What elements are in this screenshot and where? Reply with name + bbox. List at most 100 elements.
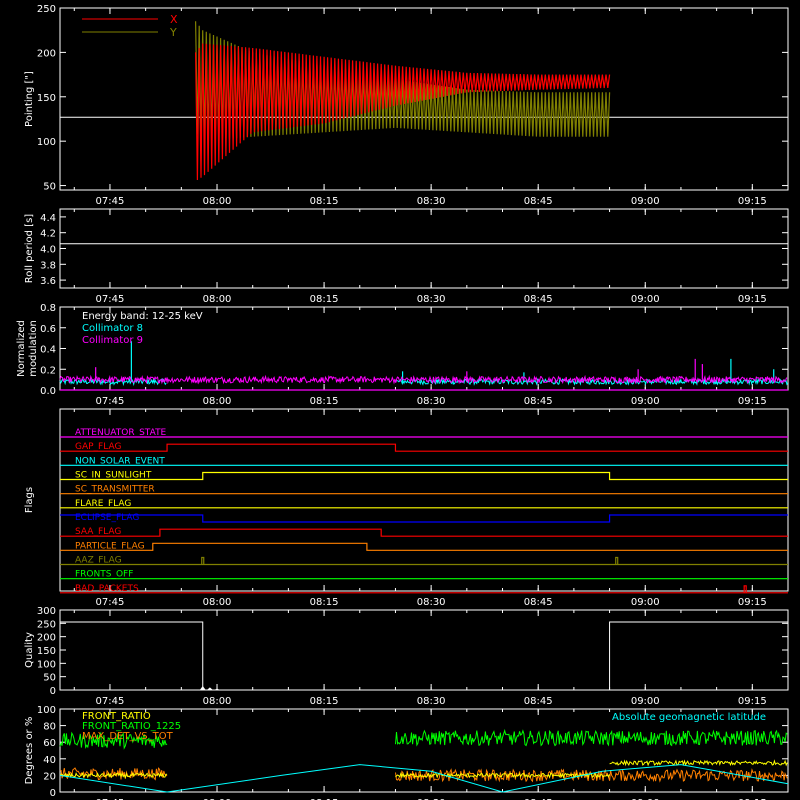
y-tick-label: 4.2 <box>40 229 56 240</box>
y-axis-label: modulation <box>28 320 39 377</box>
flag-label-aaz-flag: AAZ_FLAG <box>75 556 122 566</box>
panel-ratios: 07:45 08:00 08:15 08:30 08:45 09:00 09:15 0 20 40… <box>24 705 789 800</box>
panel-frame <box>59 408 789 592</box>
flag-label-particle-flag: PARTICLE_FLAG <box>75 541 145 551</box>
x-tick-label: 08:00 <box>203 396 232 407</box>
x-tick-label: 07:45 <box>96 396 125 407</box>
y-tick-label: 250 <box>37 619 56 630</box>
quality-line <box>60 621 788 691</box>
y-tick-label: 0.8 <box>40 303 56 314</box>
x-tick-label: 07:45 <box>96 798 125 800</box>
x-tick-label: 09:00 <box>631 196 660 207</box>
y-tick-label: 0.6 <box>40 324 56 335</box>
flag-label-non-solar-event: NON_SOLAR_EVENT <box>75 456 165 466</box>
legend-label-ratio: FRONT_RATIO_1225 <box>82 721 181 732</box>
panel-roll: 07:45 08:00 08:15 08:30 08:45 09:00 09:15 3.6 3.… <box>24 208 789 305</box>
y-tick-label: 0.0 <box>40 386 56 397</box>
flag-blip <box>743 585 747 593</box>
flag-label-sc-transmitter: SC_TRANSMITTER <box>75 485 155 495</box>
y-tick-label: 100 <box>37 705 56 716</box>
y-tick-label: 0.4 <box>40 345 56 356</box>
legend-label-ratio: FRONT_RATIO <box>82 711 151 722</box>
y-tick-label: 150 <box>37 646 56 657</box>
ratio-series-front-ratio-1225 <box>59 728 788 750</box>
flag-label-saa-flag: SAA_FLAG <box>75 527 121 537</box>
x-tick-label: 07:45 <box>96 597 125 608</box>
x-tick-label: 09:15 <box>738 396 767 407</box>
x-tick-label: 09:15 <box>738 196 767 207</box>
flag-label-bad-packets: BAD_PACKETS <box>75 584 139 594</box>
x-tick-label: 08:30 <box>417 798 446 800</box>
x-tick-label: 08:45 <box>524 396 553 407</box>
y-tick-label: 0.2 <box>40 365 56 376</box>
panel-modulation: 07:45 08:00 08:15 08:30 08:45 09:00 09:15 0.0 0.… <box>16 303 789 407</box>
x-tick-label: 08:45 <box>524 798 553 800</box>
x-tick-label: 08:30 <box>417 396 446 407</box>
flag-label-sc-in-sunlight: SC_IN_SUNLIGHT <box>75 471 152 481</box>
x-tick-label: 08:00 <box>203 798 232 800</box>
quality-blip <box>199 686 206 690</box>
x-tick-label: 08:30 <box>417 294 446 305</box>
x-tick-label: 09:15 <box>738 294 767 305</box>
quality-blip <box>206 687 213 690</box>
x-tick-label: 08:00 <box>203 294 232 305</box>
y-axis-label: Roll period [s] <box>24 214 35 283</box>
y-axis-label: Pointing ["] <box>24 71 35 127</box>
quality-blip <box>214 688 221 690</box>
x-tick-label: 08:15 <box>310 798 339 800</box>
y-axis-label: Flags <box>24 487 35 513</box>
y-tick-label: 4.0 <box>40 245 56 256</box>
x-tick-label: 07:45 <box>96 196 125 207</box>
x-tick-label: 09:15 <box>738 696 767 707</box>
legend-label-ratio: MAX_DET_VS_TOT <box>82 731 174 742</box>
x-tick-label: 08:45 <box>524 696 553 707</box>
x-tick-label: 09:00 <box>631 597 660 608</box>
x-tick-label: 07:45 <box>96 696 125 707</box>
y-axis-label: Degrees or % <box>24 717 35 785</box>
panel-quality: 07:45 08:00 08:15 08:30 08:45 09:00 09:15 0 50 10… <box>24 606 789 707</box>
x-tick-label: 09:15 <box>738 597 767 608</box>
flag-label-flare-flag: FLARE_FLAG <box>75 499 131 509</box>
x-tick-label: 08:00 <box>203 597 232 608</box>
y-tick-label: 0 <box>50 788 56 799</box>
flag-line-saa-flag <box>60 528 788 537</box>
flag-label-eclipse-flag: ECLIPSE_FLAG <box>75 513 139 523</box>
y-tick-label: 4.4 <box>40 213 56 224</box>
y-tick-label: 200 <box>37 633 56 644</box>
y-tick-label: 300 <box>37 606 56 617</box>
legend-label-collimator: Collimator 9 <box>82 335 143 346</box>
y-tick-label: 20 <box>43 771 56 782</box>
y-tick-label: 60 <box>43 738 56 749</box>
y-axis-label: Normalized <box>16 320 27 377</box>
series-x-line <box>195 43 611 181</box>
x-tick-label: 08:15 <box>310 294 339 305</box>
panel-flags: 07:45 08:00 08:15 08:30 08:45 09:00 09:15 Flags… <box>24 408 789 608</box>
y-tick-label: 150 <box>37 93 56 104</box>
x-tick-label: 08:45 <box>524 196 553 207</box>
legend-label-geomagnetic: Absolute geomagnetic latitude <box>612 712 766 723</box>
ratio-series-front-ratio <box>59 759 788 779</box>
flag-blip <box>201 556 205 565</box>
x-tick-label: 07:45 <box>96 294 125 305</box>
flag-label-attenuator-state: ATTENUATOR_STATE <box>75 428 167 438</box>
flag-label-gap-flag: GAP_FLAG <box>75 442 121 452</box>
y-tick-label: 50 <box>43 673 56 684</box>
x-tick-label: 09:00 <box>631 798 660 800</box>
y-tick-label: 200 <box>37 48 56 59</box>
flag-line-sc-in-sunlight <box>60 471 788 481</box>
x-tick-label: 09:00 <box>631 396 660 407</box>
x-tick-label: 08:30 <box>417 196 446 207</box>
geomagnetic-latitude-curve <box>59 764 789 793</box>
y-tick-label: 50 <box>43 182 56 193</box>
x-tick-label: 09:00 <box>631 696 660 707</box>
flag-line-particle-flag <box>60 542 788 551</box>
y-axis-label: Quality <box>24 632 35 668</box>
x-tick-label: 08:00 <box>203 196 232 207</box>
flag-blip <box>615 556 619 565</box>
x-tick-label: 08:45 <box>524 294 553 305</box>
y-tick-label: 100 <box>37 137 56 148</box>
legend-label-x: X <box>170 13 178 26</box>
y-tick-label: 3.6 <box>40 276 56 287</box>
